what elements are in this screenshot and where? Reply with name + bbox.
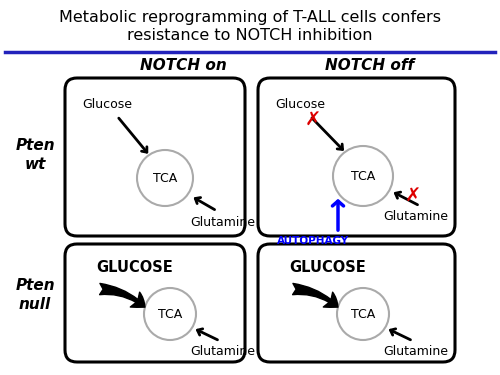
Text: TCA: TCA — [351, 308, 375, 321]
Text: TCA: TCA — [153, 171, 177, 184]
Text: Glucose: Glucose — [275, 98, 325, 111]
Text: GLUCOSE: GLUCOSE — [290, 260, 366, 275]
Text: GLUCOSE: GLUCOSE — [96, 260, 174, 275]
Text: ✗: ✗ — [405, 186, 421, 206]
Text: TCA: TCA — [158, 308, 182, 321]
Text: Glucose: Glucose — [82, 98, 132, 111]
FancyBboxPatch shape — [65, 78, 245, 236]
Text: TCA: TCA — [351, 170, 375, 183]
Text: Pten
null: Pten null — [15, 278, 55, 312]
Text: NOTCH on: NOTCH on — [140, 58, 226, 73]
FancyBboxPatch shape — [65, 244, 245, 362]
Circle shape — [337, 288, 389, 340]
Text: Glutamine: Glutamine — [384, 345, 448, 358]
FancyBboxPatch shape — [258, 78, 455, 236]
Text: Glutamine: Glutamine — [190, 345, 256, 358]
Text: Glutamine: Glutamine — [384, 210, 448, 223]
Text: NOTCH off: NOTCH off — [326, 58, 414, 73]
FancyBboxPatch shape — [258, 244, 455, 362]
Circle shape — [137, 150, 193, 206]
Text: Glutamine: Glutamine — [190, 216, 256, 229]
Text: Metabolic reprogramming of T-ALL cells confers: Metabolic reprogramming of T-ALL cells c… — [59, 10, 441, 25]
Text: resistance to NOTCH inhibition: resistance to NOTCH inhibition — [127, 28, 373, 43]
Text: AUTOPHAGY: AUTOPHAGY — [277, 236, 349, 246]
Circle shape — [144, 288, 196, 340]
Text: Pten
wt: Pten wt — [15, 138, 55, 172]
Circle shape — [333, 146, 393, 206]
Text: ✗: ✗ — [305, 111, 321, 129]
